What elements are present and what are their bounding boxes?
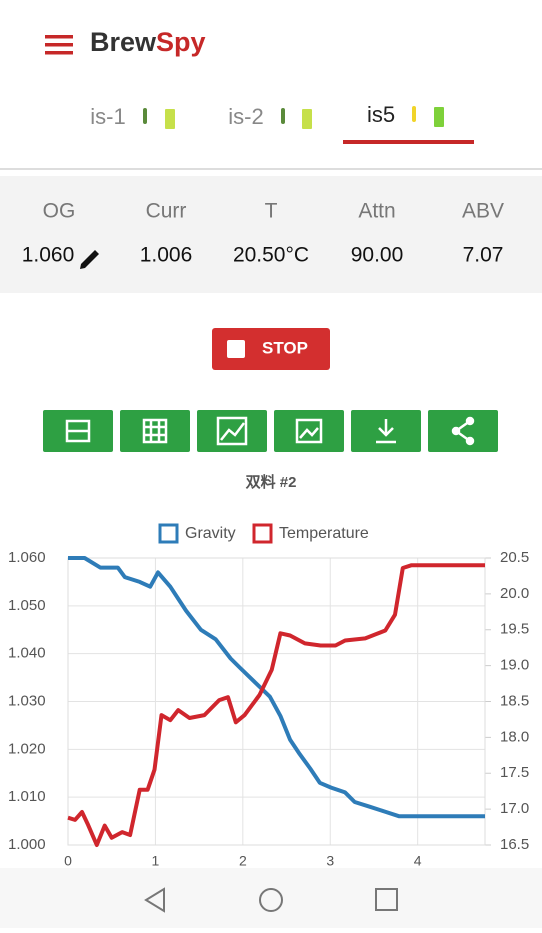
stat-label: T bbox=[265, 200, 278, 223]
tab[interactable]: is-1 bbox=[90, 104, 125, 129]
nav-buttons[interactable] bbox=[144, 887, 398, 913]
x-tick-label: 1 bbox=[152, 853, 160, 869]
x-tick-label: 3 bbox=[326, 853, 334, 869]
action-icons bbox=[65, 416, 475, 446]
brand: BrewSpy bbox=[90, 27, 206, 57]
stop-label: STOP bbox=[262, 338, 308, 357]
y2-tick-label: 19.0 bbox=[500, 657, 529, 674]
divider bbox=[0, 168, 542, 170]
legend-swatch bbox=[158, 523, 179, 544]
stat-value: 90.00 bbox=[351, 244, 404, 267]
y2-tick-label: 20.0 bbox=[500, 585, 529, 602]
y-tick-label: 1.010 bbox=[8, 788, 46, 805]
stat-value: 20.50°C bbox=[233, 244, 309, 267]
chart: 1.000 1.010 1.020 1.030 1.040 1.050 1.060 16.5 1… bbox=[8, 523, 529, 869]
legend-label: Temperature bbox=[279, 525, 369, 542]
stat-value: 1.006 bbox=[140, 244, 193, 267]
y2-tick-label: 19.5 bbox=[500, 621, 529, 638]
y2-tick-label: 18.5 bbox=[500, 692, 529, 709]
y-tick-label: 1.050 bbox=[8, 597, 46, 614]
y2-tick-label: 17.5 bbox=[500, 764, 529, 781]
menu-icon[interactable] bbox=[45, 35, 73, 55]
y2-tick-label: 18.0 bbox=[500, 728, 529, 745]
y-tick-label: 1.020 bbox=[8, 740, 46, 757]
y2-tick-label: 20.5 bbox=[500, 549, 529, 566]
tab[interactable]: is-2 bbox=[228, 104, 263, 129]
line bbox=[67, 563, 485, 847]
action-buttons[interactable] bbox=[43, 410, 498, 452]
nav-bar bbox=[0, 868, 542, 928]
plot-border bbox=[67, 557, 486, 846]
legend-label: Gravity bbox=[185, 525, 236, 542]
stat-value[interactable]: 1.060 bbox=[22, 244, 75, 267]
chart-title: 双料 #2 bbox=[246, 473, 297, 491]
stat-value: 7.07 bbox=[463, 244, 504, 267]
stats-panel bbox=[0, 176, 542, 293]
y2-tick-label: 16.5 bbox=[500, 836, 529, 853]
tab-indicator bbox=[343, 140, 474, 144]
y-tick-label: 1.040 bbox=[8, 645, 46, 662]
y-tick-label: 1.060 bbox=[8, 549, 46, 566]
tab[interactable]: is5 bbox=[367, 102, 395, 127]
x-tick-label: 4 bbox=[414, 853, 422, 869]
y-tick-label: 1.030 bbox=[8, 692, 46, 709]
x-tick-label: 2 bbox=[239, 853, 247, 869]
stat-label: ABV bbox=[462, 200, 504, 223]
brand-part: Brew bbox=[90, 27, 157, 57]
y2-tick-label: 17.0 bbox=[500, 800, 529, 817]
stat-label: Attn bbox=[358, 200, 395, 223]
stat-label: Curr bbox=[146, 200, 187, 223]
line bbox=[68, 556, 485, 819]
y-tick-label: 1.000 bbox=[8, 836, 46, 853]
edit-icon[interactable] bbox=[80, 250, 99, 269]
x-tick-label: 0 bbox=[64, 853, 72, 869]
tab-icons bbox=[143, 106, 444, 129]
stat-label: OG bbox=[43, 200, 76, 223]
legend-swatch bbox=[252, 523, 273, 544]
brand-part: Spy bbox=[156, 27, 206, 57]
stop-button[interactable]: STOP bbox=[212, 328, 330, 370]
